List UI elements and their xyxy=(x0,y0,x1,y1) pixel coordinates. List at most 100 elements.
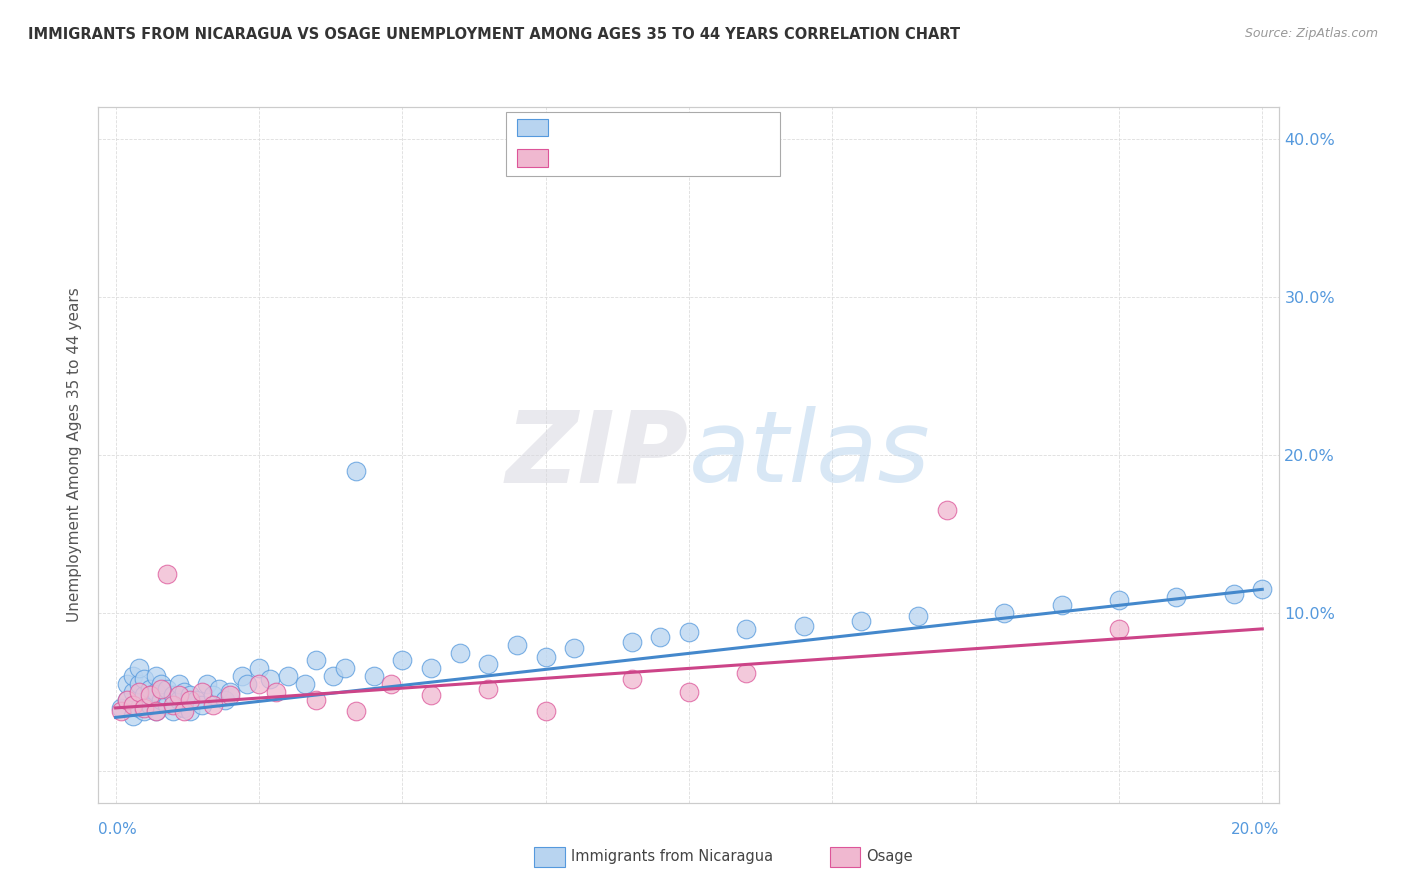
Point xyxy=(620,673,643,687)
Text: atlas: atlas xyxy=(689,407,931,503)
Text: Source: ZipAtlas.com: Source: ZipAtlas.com xyxy=(1244,27,1378,40)
Point xyxy=(477,657,499,671)
Point xyxy=(219,685,242,699)
Point xyxy=(562,640,585,655)
Point xyxy=(1108,593,1130,607)
Point xyxy=(294,677,316,691)
Text: 20.0%: 20.0% xyxy=(1232,822,1279,837)
Point xyxy=(678,625,700,640)
Point xyxy=(391,653,413,667)
Point xyxy=(173,704,195,718)
Point xyxy=(907,609,929,624)
Point xyxy=(219,688,242,702)
Point xyxy=(145,704,167,718)
Point xyxy=(735,622,758,636)
Text: 67: 67 xyxy=(686,120,707,135)
Point xyxy=(259,673,281,687)
Point xyxy=(150,677,173,691)
Point xyxy=(115,693,138,707)
Point xyxy=(333,661,356,675)
Point xyxy=(156,566,179,581)
Point xyxy=(305,653,328,667)
Point xyxy=(128,677,150,691)
Point xyxy=(121,698,143,712)
Point xyxy=(236,677,259,691)
Point xyxy=(145,704,167,718)
Point xyxy=(121,708,143,723)
Text: Osage: Osage xyxy=(866,849,912,863)
Point xyxy=(128,685,150,699)
Point xyxy=(231,669,253,683)
Point xyxy=(477,681,499,696)
Y-axis label: Unemployment Among Ages 35 to 44 years: Unemployment Among Ages 35 to 44 years xyxy=(67,287,83,623)
Point xyxy=(162,698,184,712)
Point xyxy=(179,688,201,702)
Point xyxy=(190,685,212,699)
Point xyxy=(134,688,156,702)
Text: N =: N = xyxy=(637,120,681,135)
Point xyxy=(134,701,156,715)
Point xyxy=(322,669,344,683)
Point xyxy=(1050,598,1073,612)
Point xyxy=(344,464,367,478)
Point xyxy=(162,688,184,702)
Point xyxy=(264,685,287,699)
Point xyxy=(534,650,557,665)
Point xyxy=(202,698,225,712)
Point xyxy=(247,661,270,675)
Text: 0.285: 0.285 xyxy=(588,151,636,165)
Point xyxy=(935,503,957,517)
Text: Immigrants from Nicaragua: Immigrants from Nicaragua xyxy=(571,849,773,863)
Point xyxy=(115,677,138,691)
Point xyxy=(247,677,270,691)
Point xyxy=(184,693,207,707)
Point xyxy=(173,685,195,699)
Point xyxy=(1222,587,1244,601)
Point xyxy=(156,698,179,712)
Point xyxy=(277,669,299,683)
Point xyxy=(214,693,236,707)
Point xyxy=(167,677,190,691)
Point xyxy=(208,681,231,696)
Point xyxy=(156,681,179,696)
Point xyxy=(179,693,201,707)
Point xyxy=(162,704,184,718)
Point xyxy=(150,693,173,707)
Point xyxy=(650,630,672,644)
Point xyxy=(179,704,201,718)
Point xyxy=(420,688,443,702)
Point xyxy=(128,701,150,715)
Text: 29: 29 xyxy=(686,151,707,165)
Point xyxy=(139,681,162,696)
Point xyxy=(134,704,156,718)
Point xyxy=(150,681,173,696)
Text: R =: R = xyxy=(555,151,589,165)
Point xyxy=(1108,622,1130,636)
Point xyxy=(678,685,700,699)
Point xyxy=(1166,591,1188,605)
Point xyxy=(735,666,758,681)
Point xyxy=(139,698,162,712)
Point xyxy=(145,685,167,699)
Point xyxy=(380,677,402,691)
Point xyxy=(121,669,143,683)
Text: ZIP: ZIP xyxy=(506,407,689,503)
Text: 0.0%: 0.0% xyxy=(98,822,138,837)
Point xyxy=(344,704,367,718)
Point xyxy=(195,677,218,691)
Point xyxy=(134,673,156,687)
Point xyxy=(202,688,225,702)
Point xyxy=(173,701,195,715)
Point xyxy=(139,688,162,702)
Point xyxy=(167,693,190,707)
Point xyxy=(145,669,167,683)
Point xyxy=(110,704,132,718)
Point xyxy=(121,685,143,699)
Point xyxy=(305,693,328,707)
Point xyxy=(115,693,138,707)
Point xyxy=(849,614,872,628)
Point xyxy=(167,688,190,702)
Text: IMMIGRANTS FROM NICARAGUA VS OSAGE UNEMPLOYMENT AMONG AGES 35 TO 44 YEARS CORREL: IMMIGRANTS FROM NICARAGUA VS OSAGE UNEMP… xyxy=(28,27,960,42)
Point xyxy=(793,618,815,632)
Point xyxy=(190,698,212,712)
